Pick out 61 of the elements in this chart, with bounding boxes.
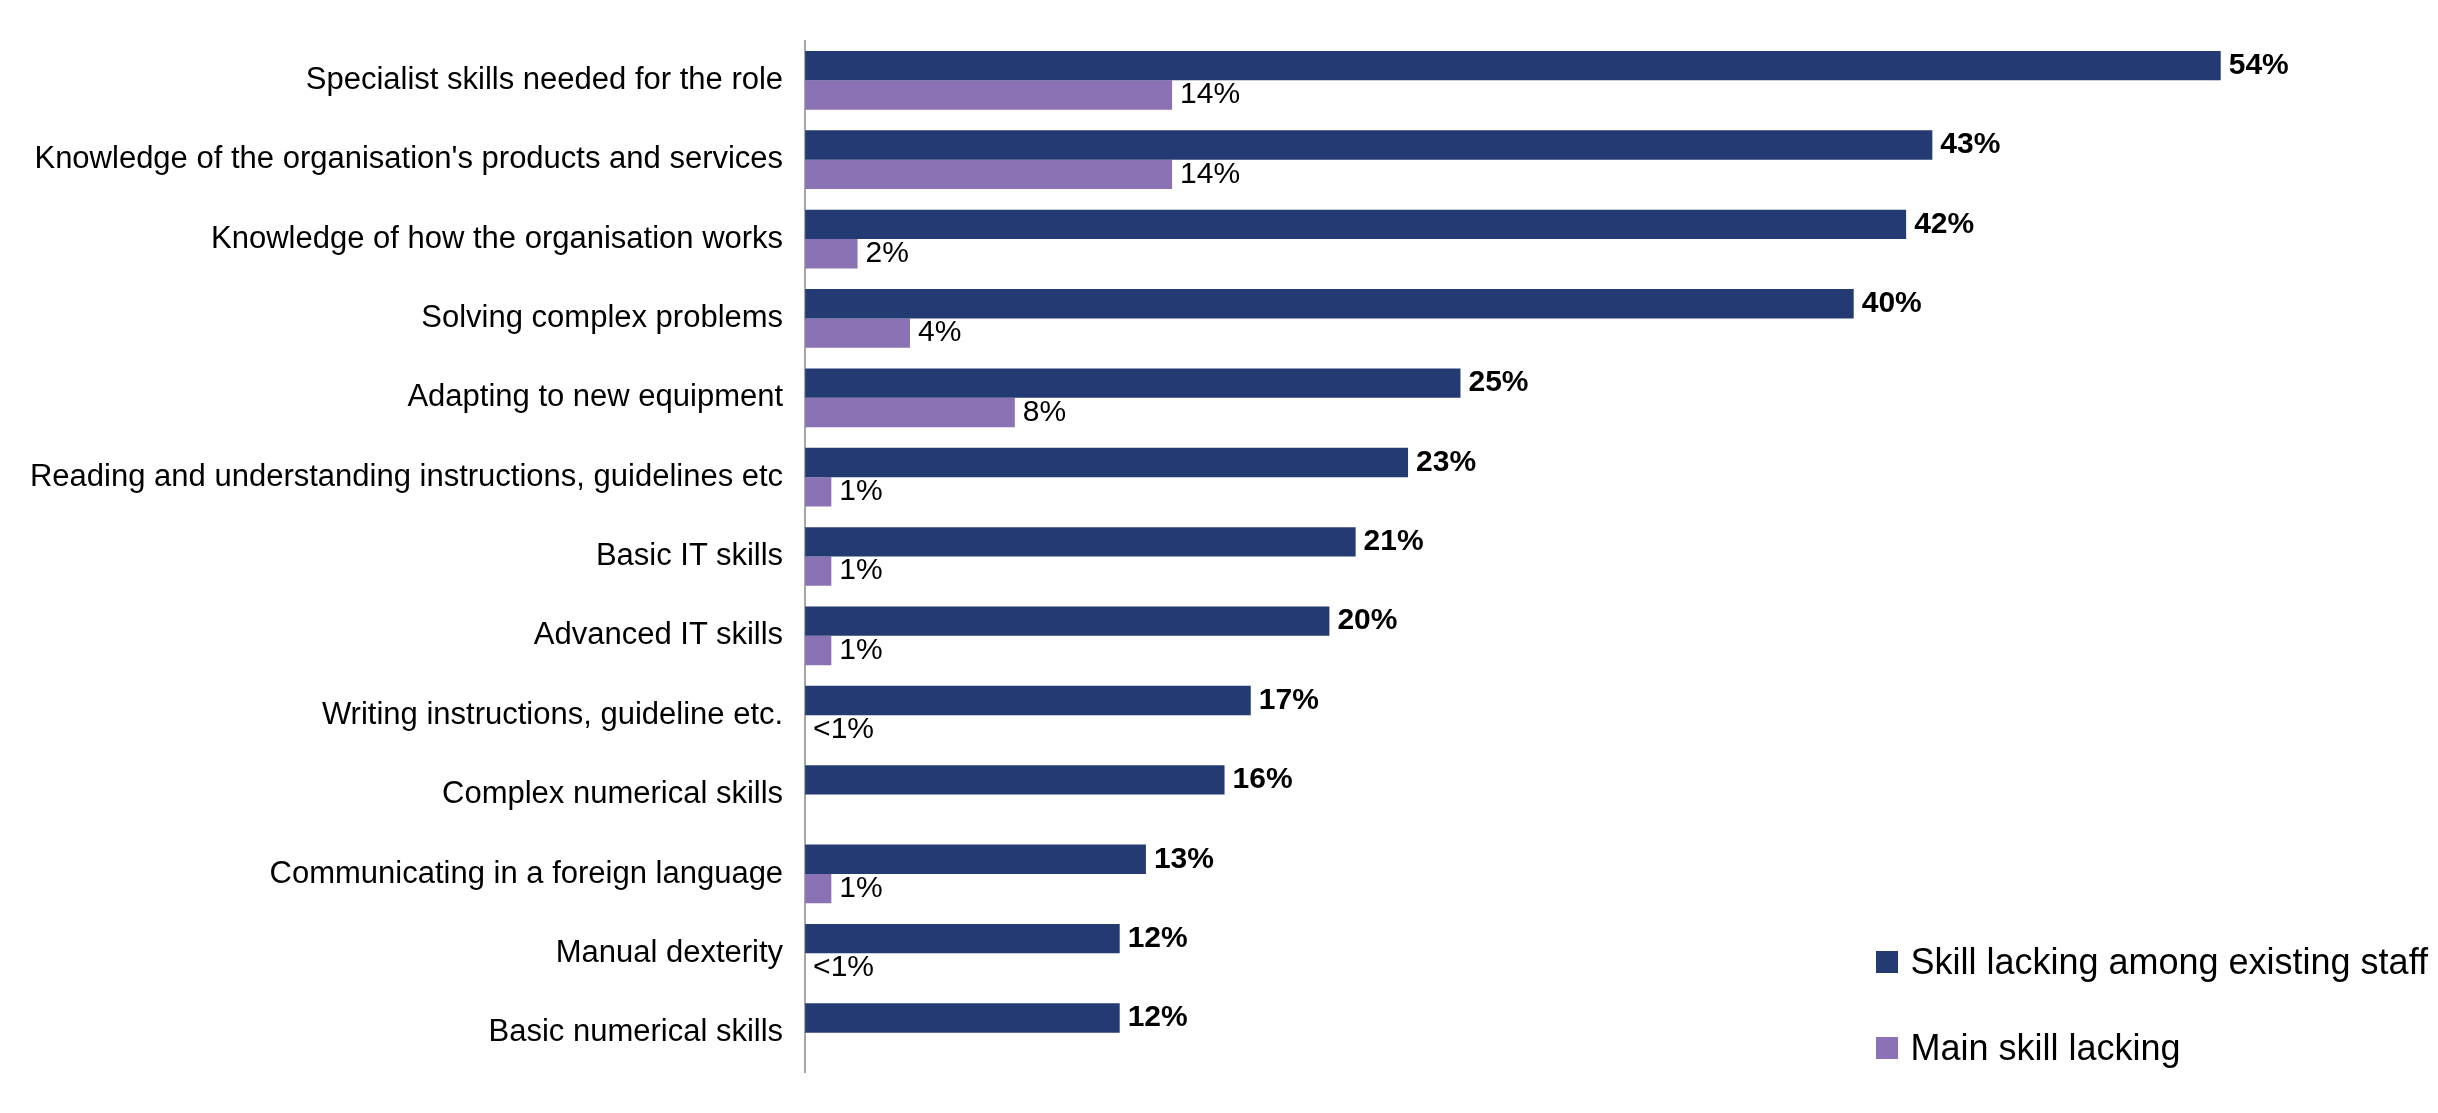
data-label: 21% bbox=[1363, 523, 1424, 557]
data-label: 54% bbox=[2228, 46, 2289, 80]
y-tick-label: Writing instructions, guideline etc. bbox=[321, 695, 784, 731]
data-label: 40% bbox=[1861, 284, 1922, 318]
y-tick-label: Advanced IT skills bbox=[533, 616, 784, 652]
data-label: 1% bbox=[839, 631, 883, 665]
data-label: <1% bbox=[813, 711, 874, 745]
bar bbox=[805, 685, 1251, 716]
y-tick-label: Specialist skills needed for the role bbox=[305, 60, 784, 96]
legend-label: Skill lacking among existing staff bbox=[1910, 941, 2428, 983]
bar bbox=[805, 556, 832, 586]
y-tick-label: Knowledge of how the organisation works bbox=[210, 219, 784, 255]
bar bbox=[805, 606, 1330, 636]
bar bbox=[805, 368, 1461, 398]
bar bbox=[805, 50, 2221, 81]
data-label: 23% bbox=[1416, 443, 1477, 477]
y-tick-label: Communicating in a foreign language bbox=[269, 854, 784, 890]
y-tick-label: Manual dexterity bbox=[555, 933, 784, 969]
data-label: <1% bbox=[813, 949, 874, 983]
y-tick-label: Knowledge of the organisation's products and services bbox=[34, 140, 784, 176]
data-label: 2% bbox=[865, 234, 909, 268]
data-label: 17% bbox=[1258, 681, 1319, 715]
y-tick-label: Reading and understanding instructions, guidelines etc bbox=[29, 457, 784, 493]
legend-label: Main skill lacking bbox=[1910, 1027, 2181, 1069]
bar bbox=[805, 923, 1120, 954]
bar bbox=[805, 397, 1015, 428]
data-label: 42% bbox=[1914, 205, 1975, 239]
bar bbox=[805, 447, 1409, 478]
data-label: 12% bbox=[1127, 919, 1188, 953]
bar bbox=[805, 1003, 1120, 1033]
data-label: 14% bbox=[1180, 76, 1241, 110]
data-label: 20% bbox=[1337, 602, 1398, 636]
bar bbox=[805, 527, 1356, 557]
y-tick-label: Adapting to new equipment bbox=[407, 378, 784, 414]
bar bbox=[805, 318, 910, 348]
y-tick-label: Complex numerical skills bbox=[442, 775, 784, 811]
bar bbox=[805, 873, 832, 904]
bar bbox=[805, 80, 1173, 110]
bar bbox=[805, 130, 1933, 160]
data-label: 25% bbox=[1468, 364, 1529, 398]
data-label: 43% bbox=[1940, 126, 2001, 160]
bar bbox=[805, 635, 832, 666]
y-tick-label: Solving complex problems bbox=[421, 298, 784, 334]
bar bbox=[805, 289, 1854, 319]
data-label: 8% bbox=[1022, 393, 1067, 427]
y-tick-label: Basic IT skills bbox=[595, 537, 784, 573]
data-label: 1% bbox=[839, 552, 883, 586]
bar bbox=[805, 239, 858, 269]
data-label: 1% bbox=[839, 869, 883, 903]
y-tick-label: Basic numerical skills bbox=[488, 1013, 784, 1049]
bar bbox=[805, 159, 1173, 190]
data-label: 12% bbox=[1127, 999, 1188, 1033]
data-label: 13% bbox=[1153, 840, 1214, 874]
bar bbox=[805, 844, 1146, 874]
data-label: 14% bbox=[1180, 155, 1241, 189]
bar bbox=[805, 765, 1225, 795]
data-label: 4% bbox=[917, 314, 962, 348]
data-label: 1% bbox=[839, 473, 883, 507]
data-label: 16% bbox=[1232, 761, 1293, 795]
bar bbox=[805, 477, 832, 507]
bar bbox=[805, 209, 1907, 240]
